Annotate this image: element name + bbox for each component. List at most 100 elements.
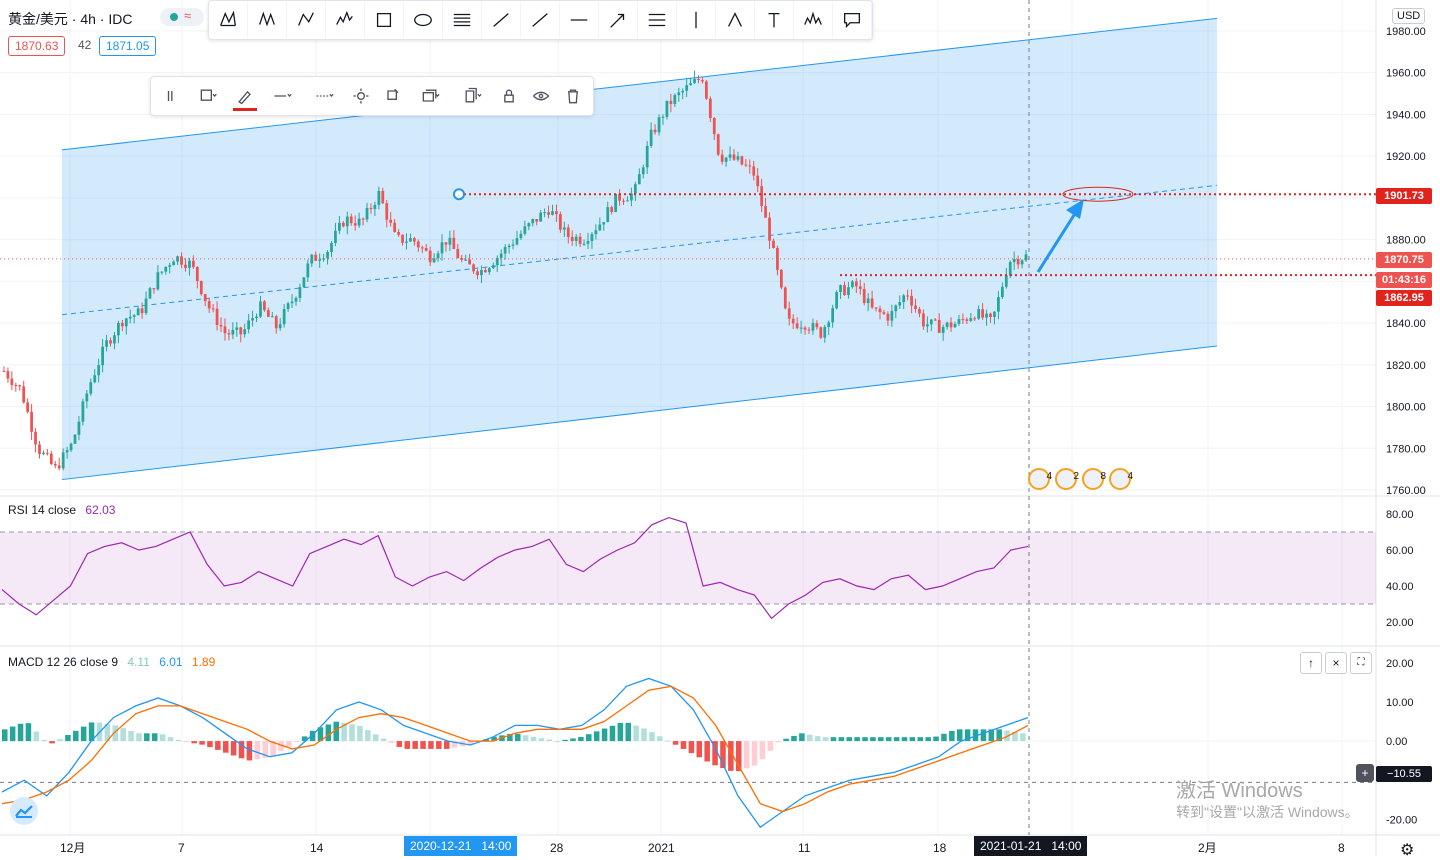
candle-body (874, 307, 878, 309)
line-dash-button[interactable] (303, 78, 345, 114)
triangle-tool-button[interactable] (716, 2, 755, 38)
settings-gear-icon[interactable]: ⚙ (1400, 842, 1415, 859)
macd-histogram-bar (9, 726, 16, 742)
level-anchor-handle (453, 188, 465, 201)
abcd-tool-button[interactable] (287, 2, 326, 38)
macd-histogram-bar (404, 741, 411, 749)
vline-tool-button[interactable] (677, 2, 716, 38)
eye-button[interactable] (525, 78, 557, 114)
candle-body (294, 297, 298, 302)
tradingview-logo[interactable] (10, 797, 38, 825)
macd-histogram-bar (941, 733, 947, 742)
pen-color-button[interactable] (229, 78, 261, 114)
ray-tool-button[interactable] (521, 2, 560, 38)
event-marker[interactable]: 4 (1109, 468, 1133, 490)
macd-histogram-bar (704, 741, 710, 762)
cypher-tool-button[interactable] (248, 2, 287, 38)
head-shoulders-tool-button[interactable] (794, 2, 833, 38)
candle-body (184, 264, 187, 268)
candle-body (373, 204, 377, 210)
candle-body (120, 322, 124, 327)
rsi-legend[interactable]: RSI 14 close 62.03 (8, 503, 115, 517)
rectangle-tool-button[interactable] (365, 2, 404, 38)
candle-body (933, 319, 937, 321)
candle-body (1008, 262, 1012, 276)
macd-histogram-bar (294, 741, 300, 743)
candle-body (499, 253, 503, 258)
macd-histogram-bar (73, 730, 79, 742)
text-tool-button[interactable] (755, 2, 794, 38)
macd-histogram-bar (175, 739, 182, 742)
drag-handle-button[interactable] (155, 78, 187, 114)
bid-price[interactable]: 1870.63 (8, 36, 66, 56)
arrow-tool-button[interactable] (599, 2, 638, 38)
macd-legend[interactable]: MACD 12 26 close 9 4.11 6.01 1.89 (8, 655, 215, 669)
ask-price[interactable]: 1871.05 (99, 36, 157, 56)
lock-button[interactable] (493, 78, 525, 114)
candle-body (949, 322, 953, 328)
candle-body (424, 247, 428, 251)
candle-body (377, 190, 381, 205)
parallel-channel-tool-button[interactable] (638, 2, 677, 38)
close-pane-button[interactable]: × (1325, 652, 1347, 674)
trash-button[interactable] (557, 78, 589, 114)
xabcd-tool-button[interactable] (209, 2, 248, 38)
candle-body (602, 222, 606, 225)
macd-histogram-bar (396, 741, 403, 747)
candle-body (1000, 286, 1004, 298)
candle-body (740, 156, 744, 165)
symbol-title[interactable]: 黄金/美元 · 4h · IDC (8, 11, 133, 27)
candle-body (586, 241, 590, 244)
add-crosshair-button[interactable]: + (1356, 764, 1374, 782)
candle-body (977, 309, 981, 319)
candle-body (152, 288, 156, 290)
trendline-tool-button[interactable] (482, 2, 521, 38)
event-marker[interactable]: 8 (1082, 468, 1106, 490)
macd-histogram-bar (349, 724, 355, 742)
event-marker[interactable]: 4 (1028, 468, 1052, 490)
candle-body (989, 313, 992, 317)
hline-tool-button[interactable] (560, 2, 599, 38)
macd-hist-value: 4.11 (127, 655, 150, 669)
candle-body (902, 295, 906, 303)
candle-body (219, 324, 223, 327)
event-marker[interactable]: 2 (1055, 468, 1079, 490)
clone-alert-button[interactable] (377, 78, 409, 114)
macd-histogram-bar (759, 741, 766, 760)
macd-histogram-bar (522, 735, 529, 742)
line-style-button[interactable] (261, 78, 303, 114)
macd-histogram-bar (672, 741, 679, 745)
macd-histogram-bar (120, 728, 126, 742)
template-button[interactable] (187, 78, 229, 114)
candle-body (53, 463, 57, 466)
candle-body (744, 164, 748, 166)
candle-body (1016, 258, 1020, 265)
fib-fan-tool-button[interactable] (443, 2, 482, 38)
spread-value: 42 (78, 38, 92, 52)
layers-button[interactable] (409, 78, 451, 114)
time-tick-label: 7 (178, 841, 185, 855)
ellipse-tool-button[interactable] (404, 2, 443, 38)
macd-histogram-bar (151, 733, 158, 742)
candle-body (843, 285, 846, 295)
elliott-tool-button[interactable] (326, 2, 365, 38)
macd-histogram-bar (933, 736, 939, 742)
candle-body (128, 316, 132, 319)
callout-tool-button[interactable] (833, 2, 872, 38)
candle-body (357, 218, 361, 226)
settings-button[interactable] (345, 78, 377, 114)
macd-histogram-bar (436, 741, 442, 749)
arrow-icon (610, 13, 625, 28)
candle-body (93, 375, 97, 383)
maximize-pane-button[interactable]: ⛶ (1350, 652, 1372, 674)
rsi-line (1, 516, 1029, 620)
candle-body (278, 324, 282, 329)
copy-button[interactable] (451, 78, 493, 114)
macd-histogram-bar (128, 730, 134, 742)
move-pane-up-button[interactable]: ↑ (1300, 652, 1322, 674)
macd-histogram-bar (546, 739, 553, 742)
macd-histogram-bar (65, 734, 71, 742)
currency-badge[interactable]: USD (1392, 8, 1426, 24)
candle-body (34, 431, 37, 445)
